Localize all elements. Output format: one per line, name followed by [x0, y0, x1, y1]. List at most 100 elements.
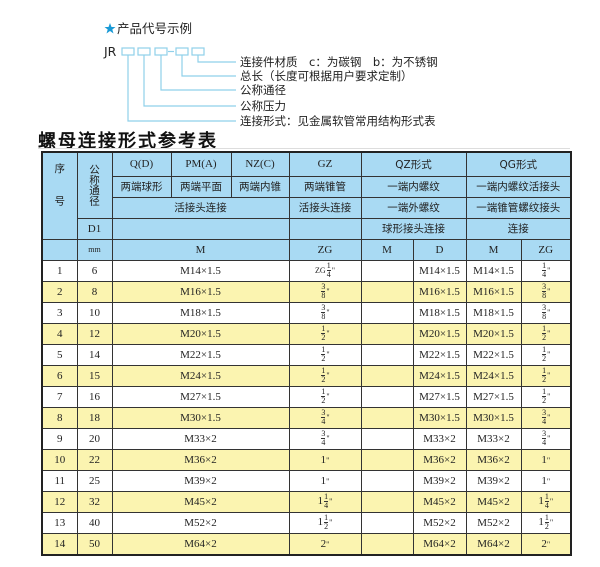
table-row: 7 16 M27×1.5 1 2 " M27×1.5 M27×1.5 1 2 " — [41, 385, 572, 408]
divider — [38, 148, 570, 149]
fraction-numerator: 1 — [321, 387, 326, 397]
table-header: 序号 公称通径 Q(D) PM(A) NZ(C) GZ QZ形式 QG形式 两端… — [41, 151, 572, 261]
fraction-numerator: 1 — [542, 366, 547, 376]
table-row: 2 8 M16×1.5 3 8 " M16×1.5 M16×1.5 3 8 " — [41, 280, 572, 303]
inch-unit: " — [546, 539, 551, 549]
cell-seq: 6 — [41, 364, 78, 387]
cell-nominal-diameter: 22 — [76, 448, 113, 471]
cell-zg: 2" — [288, 532, 362, 555]
table-row: 12 32 M45×2 1 1 4 " M45×2 M45×2 1 1 4 " — [41, 490, 572, 513]
fraction-numerator: 1 — [324, 492, 329, 502]
cell-qg-zg: 3 8 " — [520, 280, 572, 303]
fraction-denominator: 4 — [542, 438, 547, 447]
cell-m: M24×1.5 — [111, 364, 290, 387]
inch-unit: " — [326, 476, 330, 486]
star-icon — [104, 23, 116, 34]
cell-qz-m — [360, 469, 414, 492]
label-nominal-diameter: 公称通径 — [240, 83, 286, 97]
header-blank — [288, 217, 362, 240]
cell-nominal-diameter: 50 — [76, 532, 113, 555]
fraction-denominator: 4 — [321, 438, 326, 447]
cell-qg-m: M14×1.5 — [465, 259, 522, 282]
fraction-denominator: 2 — [321, 333, 326, 342]
label-nominal-pressure: 公称压力 — [240, 99, 286, 113]
inch-unit: " — [326, 350, 330, 360]
thread-whole: 1 — [317, 495, 324, 508]
cell-seq: 3 — [41, 301, 78, 324]
label-connection-form: 连接形式：见金属软管常用结构形式表 — [240, 114, 436, 128]
header-qz: QZ形式 — [360, 151, 467, 177]
inch-unit: " — [326, 392, 330, 402]
cell-qg-m: M64×2 — [465, 532, 522, 555]
fraction-numerator: 1 — [326, 261, 331, 271]
fraction-numerator: 3 — [542, 429, 547, 439]
fraction-denominator: 2 — [542, 396, 547, 405]
cell-m: M36×2 — [111, 448, 290, 471]
inch-unit: " — [547, 371, 551, 381]
cell-seq: 7 — [41, 385, 78, 408]
fraction-denominator: 2 — [542, 354, 547, 363]
cell-nominal-diameter: 15 — [76, 364, 113, 387]
table-row: 3 10 M18×1.5 3 8 " M18×1.5 M18×1.5 3 8 " — [41, 301, 572, 324]
cell-qg-zg: 1 2 " — [520, 343, 572, 366]
cell-qg-zg: 3 4 " — [520, 427, 572, 450]
cell-qg-m: M52×2 — [465, 511, 522, 534]
thread-whole: 1 — [320, 453, 327, 466]
cell-qg-m: M30×1.5 — [465, 406, 522, 429]
inch-unit: " — [547, 308, 551, 318]
inch-unit: " — [326, 371, 330, 381]
thread-whole: 1 — [541, 453, 547, 466]
header-blank — [41, 238, 78, 261]
cell-m: M22×1.5 — [111, 343, 290, 366]
header-qz-desc3: 球形接头连接 — [360, 217, 467, 240]
inch-unit: " — [326, 287, 330, 297]
fraction-denominator: 2 — [544, 522, 549, 531]
cell-nominal-diameter: 12 — [76, 322, 113, 345]
header-qg-m: M — [465, 238, 522, 261]
fraction-numerator: 1 — [321, 366, 326, 376]
table-row: 11 25 M39×2 1" M39×2 M39×2 1" — [41, 469, 572, 492]
cell-qg-m: M18×1.5 — [465, 301, 522, 324]
fraction-numerator: 1 — [544, 492, 549, 502]
cell-qz-d: M30×1.5 — [412, 406, 467, 429]
table-row: 1 6 M14×1.5 ZG 1 4 " M14×1.5 M14×1.5 1 4 " — [41, 259, 572, 282]
code-prefix: JR — [104, 44, 117, 59]
cell-qg-zg: 1" — [520, 448, 572, 471]
cell-qg-zg: 1 2 " — [520, 385, 572, 408]
fraction-numerator: 1 — [544, 513, 549, 523]
fraction-numerator: 3 — [321, 408, 326, 418]
header-qg-desc3: 连接 — [465, 217, 572, 240]
inch-unit: " — [547, 392, 551, 402]
cell-nominal-diameter: 32 — [76, 490, 113, 513]
fraction-numerator: 1 — [542, 345, 547, 355]
header-gz-desc: 两端锥管 — [288, 175, 362, 198]
cell-nominal-diameter: 14 — [76, 343, 113, 366]
header-qz-d: D — [412, 238, 467, 261]
cell-qz-m — [360, 343, 414, 366]
fraction-numerator: 3 — [542, 303, 547, 313]
inch-unit: " — [547, 329, 551, 339]
cell-seq: 12 — [41, 490, 78, 513]
header-qd-desc: 两端球形 — [111, 175, 172, 198]
fraction-denominator: 4 — [542, 270, 547, 279]
cell-qg-zg: 1 1 2 " — [520, 511, 572, 534]
cell-nominal-diameter: 25 — [76, 469, 113, 492]
fraction-numerator: 3 — [321, 282, 326, 292]
header-pma: PM(A) — [170, 151, 232, 177]
inch-unit: " — [326, 434, 330, 444]
fraction-denominator: 4 — [321, 417, 326, 426]
cell-seq: 11 — [41, 469, 78, 492]
cell-zg: 3 4 " — [288, 406, 362, 429]
cell-qz-d: M52×2 — [412, 511, 467, 534]
cell-qg-zg: 1" — [520, 469, 572, 492]
